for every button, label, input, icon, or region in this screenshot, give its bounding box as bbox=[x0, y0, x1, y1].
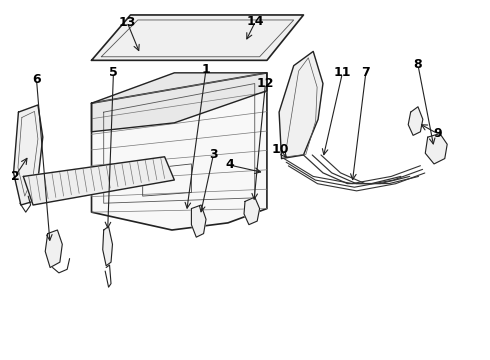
Polygon shape bbox=[279, 51, 323, 158]
Text: 13: 13 bbox=[119, 15, 136, 28]
Polygon shape bbox=[45, 230, 62, 267]
Text: 10: 10 bbox=[271, 143, 289, 156]
Polygon shape bbox=[244, 197, 260, 225]
Text: 7: 7 bbox=[362, 66, 370, 79]
Polygon shape bbox=[425, 134, 447, 164]
Text: 1: 1 bbox=[202, 63, 210, 76]
Polygon shape bbox=[24, 157, 174, 205]
Polygon shape bbox=[92, 73, 267, 230]
Text: 6: 6 bbox=[32, 73, 41, 86]
Text: 12: 12 bbox=[257, 77, 274, 90]
Text: 2: 2 bbox=[11, 170, 20, 183]
Text: 5: 5 bbox=[109, 66, 118, 79]
Text: 4: 4 bbox=[225, 158, 234, 171]
Polygon shape bbox=[92, 15, 303, 60]
Text: 11: 11 bbox=[334, 66, 351, 79]
Polygon shape bbox=[92, 73, 267, 132]
Text: 3: 3 bbox=[209, 148, 218, 162]
Polygon shape bbox=[103, 226, 113, 266]
Polygon shape bbox=[408, 107, 423, 135]
Text: 8: 8 bbox=[414, 58, 422, 72]
Polygon shape bbox=[192, 205, 206, 237]
Polygon shape bbox=[14, 105, 43, 205]
Text: 14: 14 bbox=[247, 14, 265, 27]
Text: 9: 9 bbox=[433, 127, 442, 140]
